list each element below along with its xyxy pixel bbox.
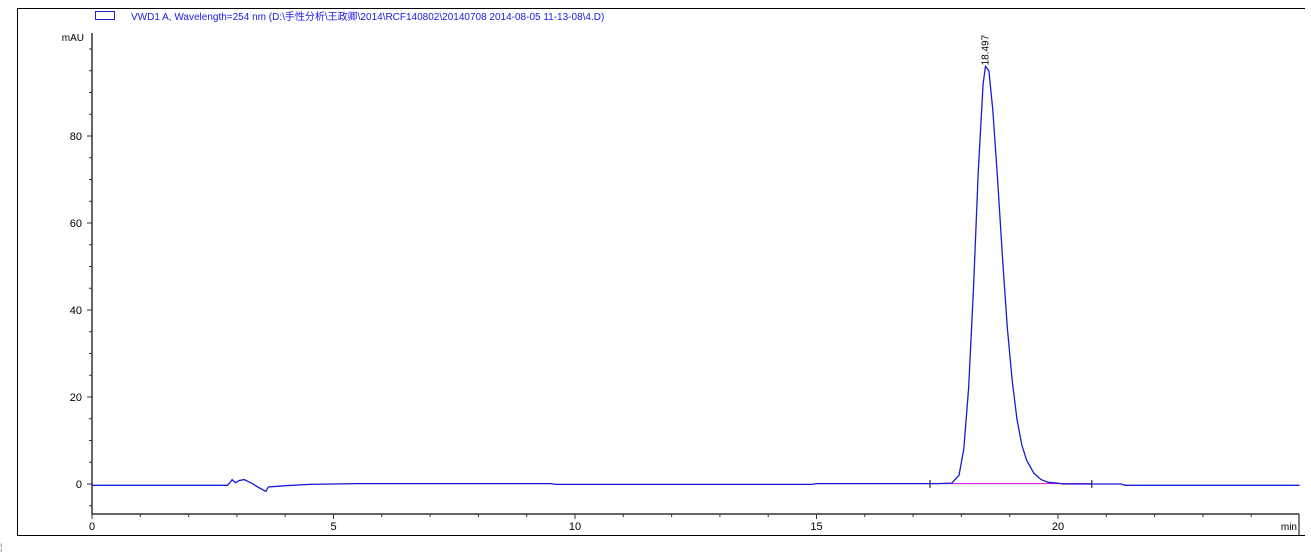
corner-mark: ¦ [0,542,3,552]
y-tick-label: 80 [70,131,82,143]
x-tick-label: 20 [1052,521,1064,533]
x-tick-label: 10 [569,521,581,533]
y-tick-label: 40 [70,305,82,317]
x-tick-label: 0 [89,521,95,533]
legend-label: VWD1 A, Wavelength=254 nm (D:\手性分析\王政卿\2… [131,11,605,23]
legend: VWD1 A, Wavelength=254 nm (D:\手性分析\王政卿\2… [95,9,605,23]
legend-swatch [95,10,115,20]
x-tick-label: 15 [810,521,822,533]
x-tick-label: 5 [330,521,336,533]
signal-trace [92,64,1300,493]
chart-frame [17,8,1305,536]
y-tick-label: 60 [70,218,82,230]
y-tick-label: 0 [76,479,82,491]
y-tick-label: 20 [70,392,82,404]
x-axis-label: min [1281,522,1297,533]
peak-label: 18.497 [980,34,991,65]
y-axis-label: mAU [62,33,84,44]
